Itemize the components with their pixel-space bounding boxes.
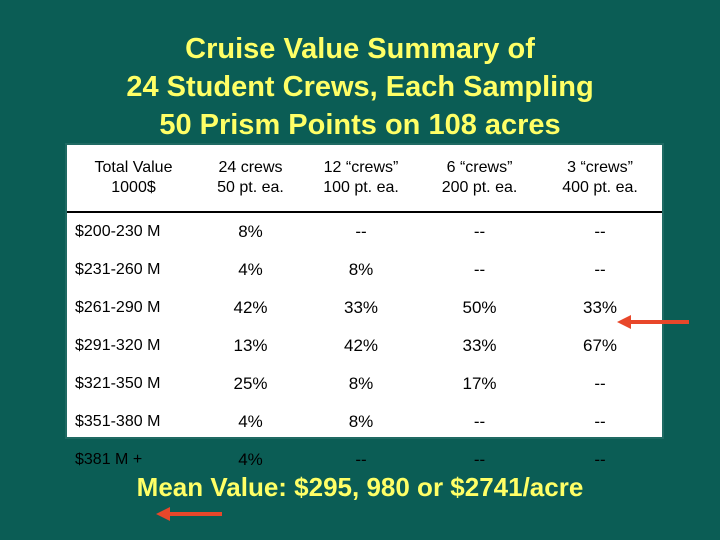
table-cell: -- — [594, 450, 606, 469]
table-cell: 42% — [343, 336, 379, 355]
table-row: $261-290 M 42% 33% 50% 33% — [67, 289, 662, 327]
title-line-2: 24 Student Crews, Each Sampling — [126, 71, 594, 103]
table-cell: 25% — [233, 374, 268, 393]
table-row: $200-230 M 8% -- -- -- — [67, 212, 662, 251]
table-cell: -- — [355, 222, 367, 241]
table-row: $321-350 M 25% 8% 17% -- — [67, 365, 662, 403]
table-cell: 67% — [582, 336, 618, 355]
table-row: $351-380 M 4% 8% -- -- — [67, 403, 662, 441]
table-cell: 13% — [233, 336, 268, 355]
table-row: $381 M + 4% -- -- -- — [67, 441, 662, 479]
table-cell: 17% — [462, 374, 497, 393]
value-range-cell: $200-230 M — [75, 223, 161, 240]
title-line-3: 50 Prism Points on 108 acres — [159, 109, 561, 141]
header-3-crews: 3 “crews” 400 pt. ea. — [538, 145, 662, 213]
value-range-cell: $381 M + — [75, 451, 143, 468]
value-range-cell: $231-260 M — [75, 261, 161, 278]
table-cell: 4% — [238, 412, 263, 431]
header-row: Total Value 1000$ 24 crews 50 pt. ea. 12… — [67, 145, 662, 213]
table-cell: 42% — [233, 298, 268, 317]
header-total-value: Total Value 1000$ — [67, 145, 200, 213]
table-cell: 33% — [582, 298, 618, 317]
table-cell: -- — [473, 412, 486, 431]
mean-value-text: Mean Value: $295, 980 or $2741/acre — [136, 472, 584, 502]
table-cell: 8% — [238, 222, 263, 241]
header-12-crews: 12 “crews” 100 pt. ea. — [301, 145, 421, 213]
table-cell: 33% — [343, 298, 379, 317]
title-line-1: Cruise Value Summary of — [185, 33, 535, 65]
table-cell: 4% — [238, 260, 263, 279]
summary-table-container: Total Value 1000$ 24 crews 50 pt. ea. 12… — [65, 143, 664, 469]
table-cell: -- — [355, 450, 367, 469]
slide-title: Cruise Value Summary of 24 Student Crews… — [0, 30, 720, 144]
table-row: $291-320 M 13% 42% 33% 67% — [67, 327, 662, 365]
value-range-cell: $321-350 M — [75, 375, 161, 392]
table-cell: -- — [473, 222, 486, 241]
table-cell: 50% — [462, 298, 497, 317]
table-cell: -- — [594, 412, 606, 431]
table-cell: -- — [594, 260, 606, 279]
value-range-cell: $351-380 M — [75, 413, 161, 430]
table-cell: -- — [473, 260, 486, 279]
summary-table: Total Value 1000$ 24 crews 50 pt. ea. 12… — [67, 145, 662, 479]
table-cell: 8% — [348, 374, 374, 393]
value-range-cell: $291-320 M — [75, 337, 161, 354]
table-cell: -- — [594, 374, 606, 393]
table-cell: 8% — [348, 260, 374, 279]
table-cell: 33% — [462, 336, 497, 355]
table-cell: -- — [594, 222, 606, 241]
table-cell: 4% — [238, 450, 263, 469]
value-range-cell: $261-290 M — [75, 299, 161, 316]
header-6-crews: 6 “crews” 200 pt. ea. — [421, 145, 538, 213]
table-cell: 8% — [348, 412, 374, 431]
table-cell: -- — [473, 450, 486, 469]
header-24-crews: 24 crews 50 pt. ea. — [200, 145, 301, 213]
row-highlight-arrow-icon — [617, 315, 689, 329]
table-row: $231-260 M 4% 8% -- -- — [67, 251, 662, 289]
mean-value-arrow-icon — [156, 507, 222, 521]
